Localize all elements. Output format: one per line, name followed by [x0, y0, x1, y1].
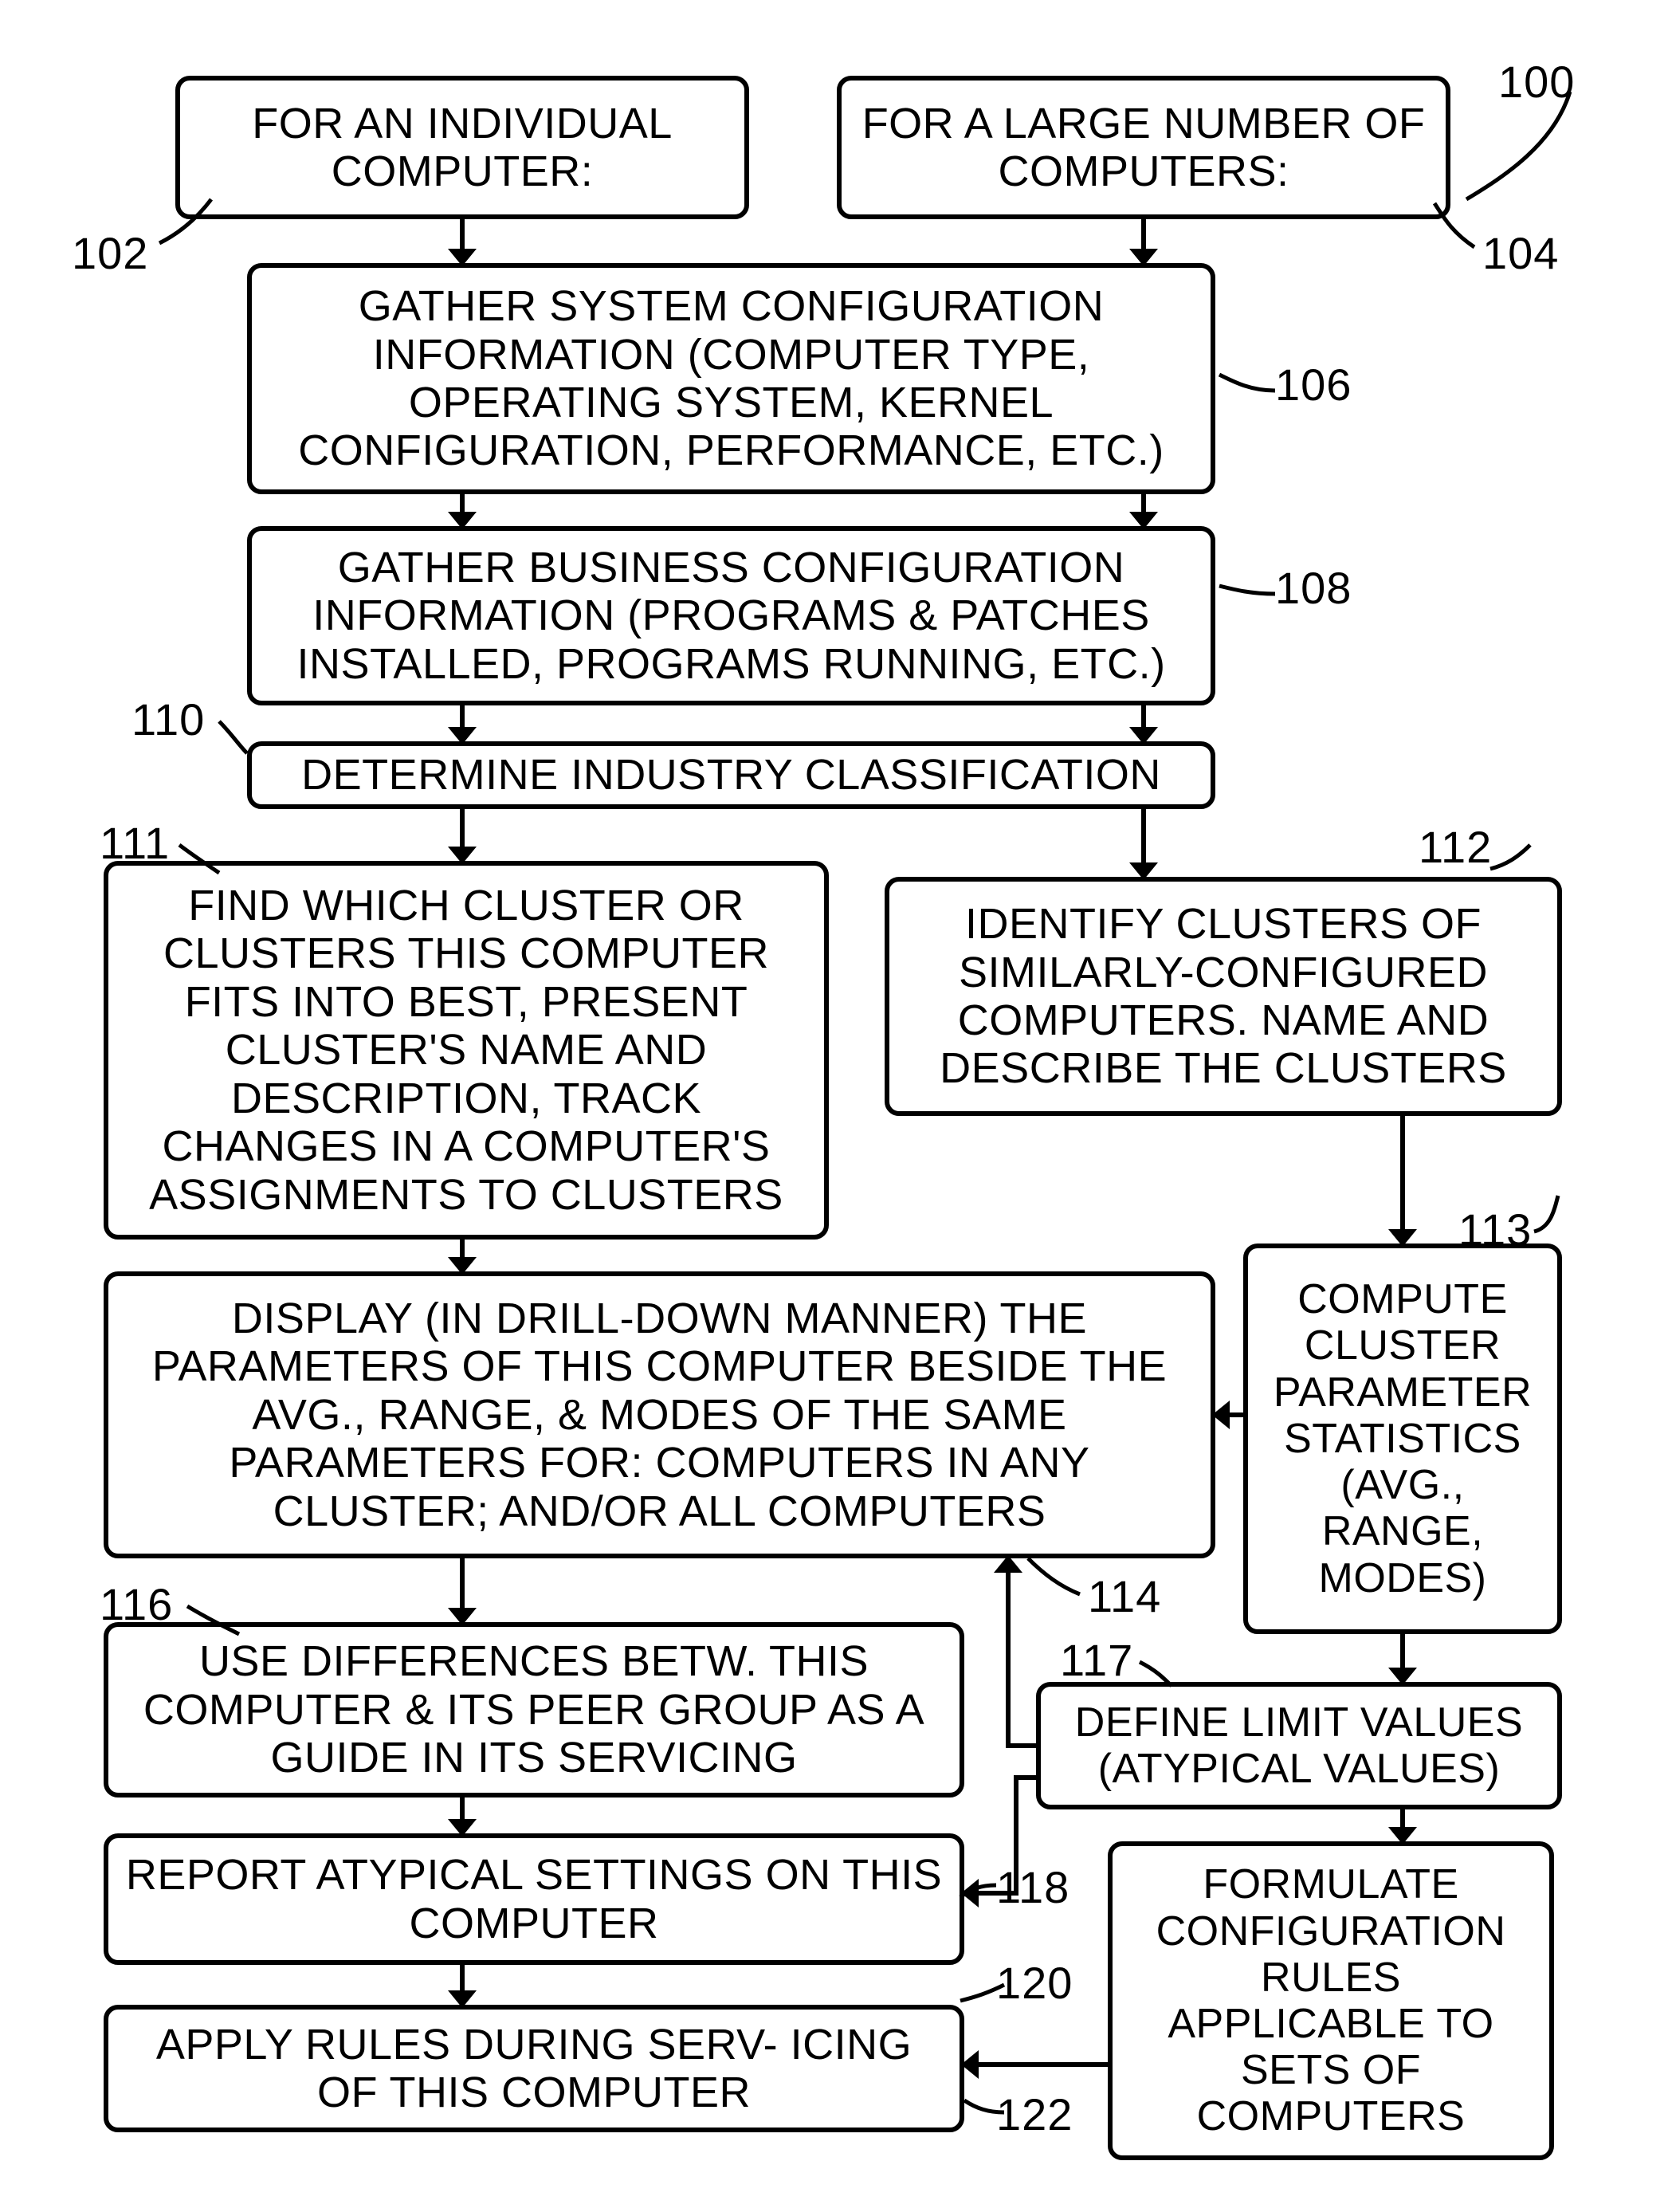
flowchart-canvas: FOR AN INDIVIDUAL COMPUTER: FOR A LARGE … — [0, 0, 1668, 2212]
box-110: DETERMINE INDUSTRY CLASSIFICATION — [247, 741, 1215, 809]
box-102: FOR AN INDIVIDUAL COMPUTER: — [175, 76, 749, 219]
box-120: FORMULATE CONFIGURATION RULES APPLICABLE… — [1108, 1841, 1554, 2160]
box-106: GATHER SYSTEM CONFIGURATION INFORMATION … — [247, 263, 1215, 494]
box-104: FOR A LARGE NUMBER OF COMPUTERS: — [837, 76, 1450, 219]
label-117: 117 — [1060, 1634, 1133, 1686]
label-114: 114 — [1088, 1570, 1161, 1622]
label-100: 100 — [1498, 56, 1575, 108]
box-117: DEFINE LIMIT VALUES (ATYPICAL VALUES) — [1036, 1682, 1562, 1809]
label-111: 111 — [100, 817, 170, 869]
label-122: 122 — [996, 2088, 1073, 2140]
box-118: REPORT ATYPICAL SETTINGS ON THIS COMPUTE… — [104, 1833, 964, 1965]
label-113: 113 — [1458, 1204, 1532, 1255]
label-102: 102 — [72, 227, 148, 279]
label-120: 120 — [996, 1957, 1073, 2009]
box-114: DISPLAY (IN DRILL-DOWN MANNER) THE PARAM… — [104, 1271, 1215, 1558]
label-106: 106 — [1275, 359, 1352, 411]
box-108: GATHER BUSINESS CONFIGURATION INFORMATIO… — [247, 526, 1215, 705]
box-122: APPLY RULES DURING SERV- ICING OF THIS C… — [104, 2005, 964, 2132]
label-116: 116 — [100, 1578, 173, 1630]
label-104: 104 — [1482, 227, 1559, 279]
label-112: 112 — [1419, 821, 1492, 873]
box-113: COMPUTE CLUSTER PARAMETER STATISTICS (AV… — [1243, 1244, 1562, 1634]
label-110: 110 — [131, 693, 205, 745]
label-118: 118 — [996, 1861, 1069, 1913]
box-112: IDENTIFY CLUSTERS OF SIMILARLY-CONFIGURE… — [885, 877, 1562, 1116]
label-108: 108 — [1275, 562, 1352, 614]
box-111: FIND WHICH CLUSTER OR CLUSTERS THIS COMP… — [104, 861, 829, 1240]
box-116: USE DIFFERENCES BETW. THIS COMPUTER & IT… — [104, 1622, 964, 1797]
